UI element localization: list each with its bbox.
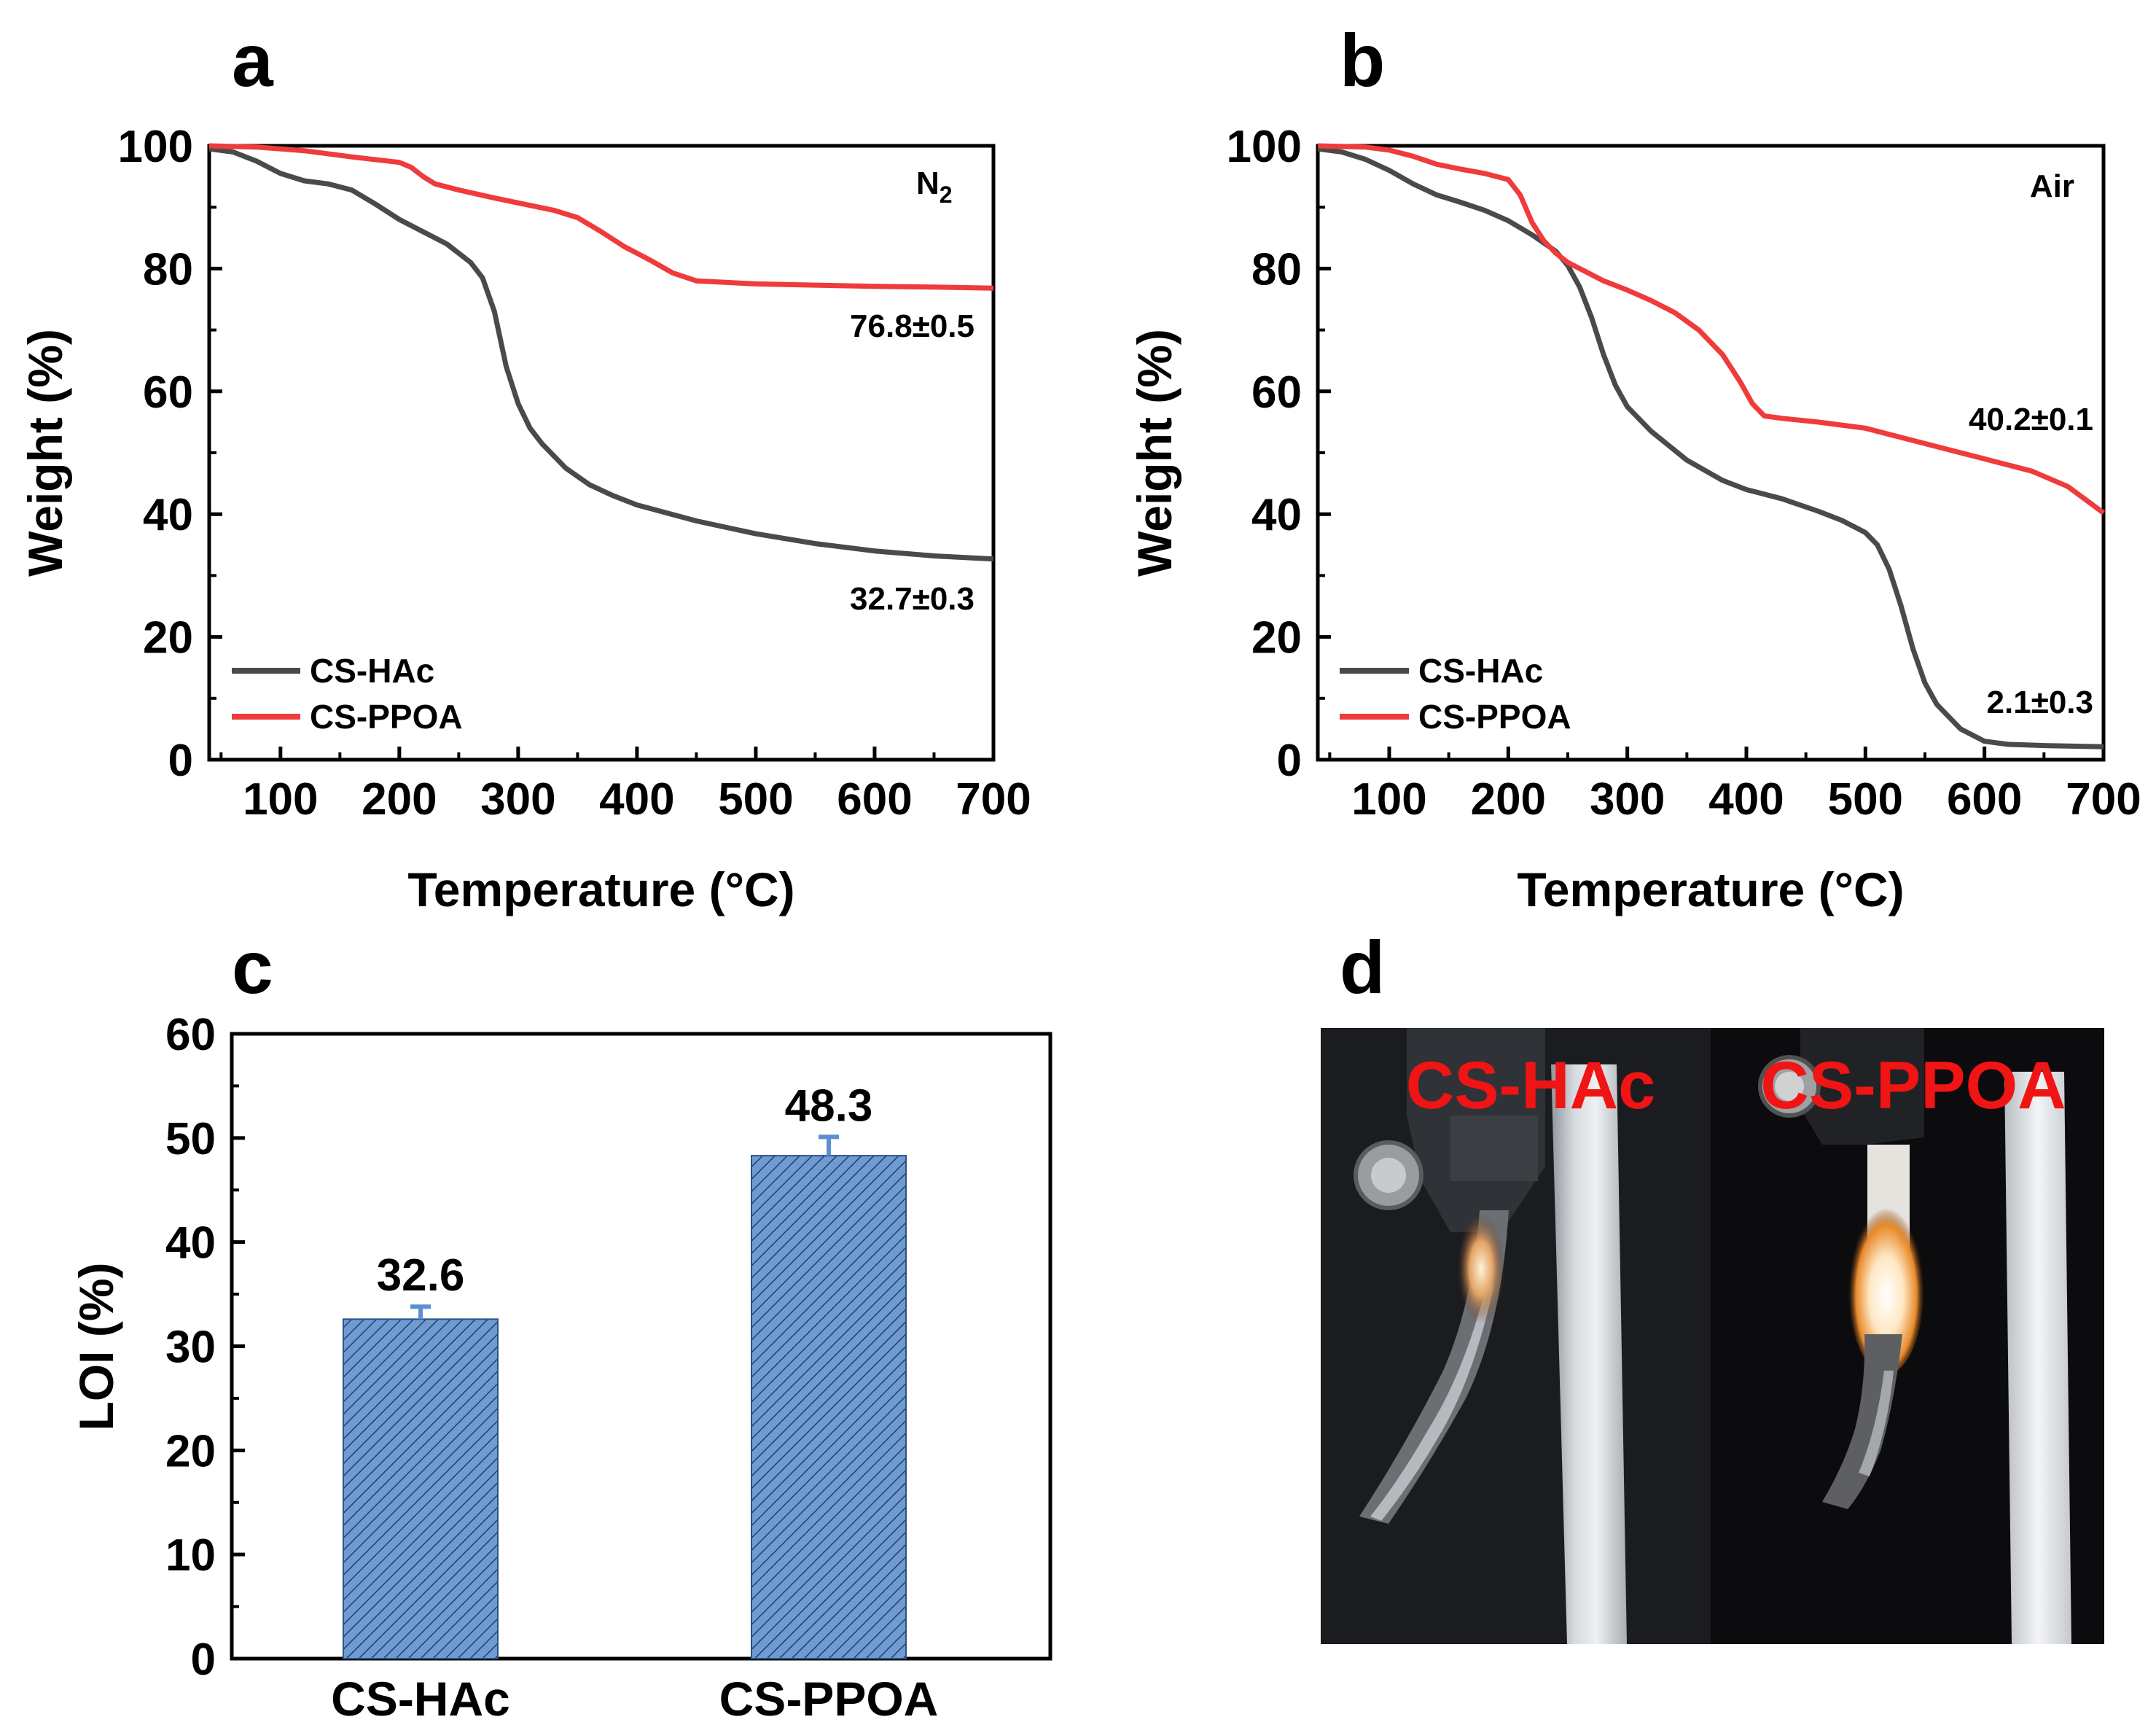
- y-tick-label-c-10: 10: [165, 1530, 216, 1581]
- bar-cs-ppoa: [751, 1155, 907, 1659]
- series-line-cs-hac: [1317, 146, 2104, 749]
- atmosphere-subscript-a: 2: [940, 182, 953, 208]
- y-tick-label-b-40: 40: [1251, 490, 1302, 540]
- panel-letter-b: b: [1340, 19, 1385, 102]
- error-bar-cs-hac: [410, 1304, 431, 1320]
- series-line-cs-ppoa: [208, 143, 994, 291]
- panel-c: c 0 10 20 30 40 50 60 32.6 48.3 CS-HAc CS-PPOA…: [69, 926, 1052, 1726]
- atmosphere-label-a: N2: [916, 165, 953, 208]
- x-tick-label-b-400: 400: [1708, 774, 1784, 825]
- burned-sample-right-highlight: [1859, 1371, 1894, 1476]
- panel-d: d CS-HAc: [1321, 926, 2104, 1644]
- panel-letter-c: c: [232, 926, 273, 1009]
- x-axis-title-b: Temperature (°C): [1517, 862, 1904, 916]
- final-label-cs-ppoa-a: 76.8±0.5: [850, 308, 975, 344]
- bar-cs-hac: [343, 1318, 499, 1659]
- bar-value-label-cs-hac: 32.6: [377, 1250, 465, 1301]
- y-tick-label-c-40: 40: [165, 1218, 216, 1269]
- series-line-cs-hac: [208, 146, 994, 562]
- clamp-left-bar: [1450, 1115, 1538, 1181]
- char-glow-left: [1458, 1214, 1504, 1323]
- y-tick-label-c-30: 30: [165, 1323, 216, 1373]
- final-label-cs-hac-a: 32.7±0.3: [850, 581, 975, 617]
- panel-a: a 100 200 300 400 500 600 700 0 20 40 60 80 100 Temp…: [18, 19, 1031, 916]
- y-tick-label-a-80: 80: [143, 244, 193, 295]
- x-tick-label-b-600: 600: [1947, 774, 2022, 825]
- x-tick-label-a-400: 400: [599, 774, 674, 825]
- legend-label-cs-ppoa-b: CS-PPOA: [1418, 698, 1571, 736]
- atmosphere-base-a: N: [916, 165, 940, 201]
- unburned-strip-right: [2004, 1072, 2071, 1644]
- x-tick-label-a-200: 200: [362, 774, 437, 825]
- flame-test-photo: CS-HAc CS-PPOA: [1321, 1028, 2104, 1644]
- panel-b: b 100 200 300 400 500 600 700 0 20 40 60 80 100 Temp…: [1128, 19, 2141, 916]
- category-label-cs-hac: CS-HAc: [331, 1672, 510, 1726]
- tick-labels-b: 100 200 300 400 500 600 700 0 20 40 60 80 100: [1227, 122, 2141, 825]
- y-tick-label-a-20: 20: [143, 613, 193, 663]
- y-axis-title-b: Weight (%): [1128, 329, 1181, 577]
- category-label-cs-ppoa: CS-PPOA: [719, 1672, 939, 1726]
- y-tick-label-a-0: 0: [168, 736, 193, 786]
- axis-ticks-c: [232, 1032, 831, 1661]
- tick-labels-a: 100 200 300 400 500 600 700 0 20 40 60 80 100: [118, 122, 1031, 825]
- y-tick-label-a-100: 100: [118, 122, 193, 172]
- bar-value-label-cs-ppoa: 48.3: [785, 1080, 873, 1131]
- photo-label-cs-ppoa: CS-PPOA: [1760, 1048, 2066, 1123]
- final-label-cs-ppoa-b: 40.2±0.1: [1969, 402, 2093, 437]
- y-tick-label-c-20: 20: [165, 1426, 216, 1476]
- x-tick-label-b-500: 500: [1828, 774, 1903, 825]
- y-axis-title-c: LOI (%): [69, 1263, 123, 1431]
- x-tick-label-a-300: 300: [480, 774, 555, 825]
- y-tick-label-a-60: 60: [143, 367, 193, 418]
- unburned-strip-left: [1551, 1064, 1627, 1644]
- legend-label-cs-ppoa-a: CS-PPOA: [310, 698, 463, 736]
- atmosphere-label-b: Air: [2030, 168, 2074, 204]
- screw-right-inner: [1775, 1072, 1804, 1101]
- legend-a: CS-HAc CS-PPOA: [232, 652, 463, 736]
- flame-right: [1848, 1199, 1924, 1374]
- x-tick-label-b-100: 100: [1351, 774, 1426, 825]
- legend-label-cs-hac-b: CS-HAc: [1418, 652, 1543, 690]
- x-tick-label-a-600: 600: [837, 774, 912, 825]
- legend-label-cs-hac-a: CS-HAc: [310, 652, 434, 690]
- y-tick-label-b-20: 20: [1251, 613, 1302, 663]
- panel-letter-a: a: [232, 19, 274, 102]
- y-tick-label-c-0: 0: [191, 1635, 216, 1685]
- y-tick-label-c-50: 50: [165, 1114, 216, 1164]
- y-axis-title-a: Weight (%): [18, 329, 72, 577]
- series-line-cs-ppoa: [1317, 143, 2106, 515]
- tick-labels-c: 0 10 20 30 40 50 60: [165, 1010, 216, 1685]
- y-tick-label-b-80: 80: [1251, 244, 1302, 295]
- x-axis-title-a: Temperature (°C): [407, 862, 794, 916]
- y-tick-label-b-100: 100: [1227, 122, 1302, 172]
- axis-ticks-a: [209, 144, 996, 762]
- legend-b: CS-HAc CS-PPOA: [1340, 652, 1571, 736]
- y-tick-label-c-60: 60: [165, 1010, 216, 1060]
- screw-left-inner: [1371, 1158, 1406, 1193]
- x-tick-label-b-200: 200: [1471, 774, 1546, 825]
- error-bar-cs-ppoa: [819, 1134, 839, 1156]
- atmosphere-base-b: Air: [2030, 168, 2074, 204]
- panel-letter-d: d: [1340, 926, 1385, 1009]
- photo-label-cs-hac: CS-HAc: [1406, 1048, 1655, 1123]
- x-tick-label-b-300: 300: [1590, 774, 1665, 825]
- x-tick-label-a-100: 100: [243, 774, 318, 825]
- burned-sample-right: [1822, 1334, 1902, 1509]
- y-tick-label-b-0: 0: [1277, 736, 1302, 786]
- x-tick-label-a-500: 500: [718, 774, 793, 825]
- clamp-right: [1800, 1028, 1924, 1145]
- final-label-cs-hac-b: 2.1±0.3: [1987, 685, 2093, 720]
- x-tick-label-a-700: 700: [956, 774, 1031, 825]
- y-tick-label-a-40: 40: [143, 490, 193, 540]
- x-tick-label-b-700: 700: [2066, 774, 2141, 825]
- y-tick-label-b-60: 60: [1251, 367, 1302, 418]
